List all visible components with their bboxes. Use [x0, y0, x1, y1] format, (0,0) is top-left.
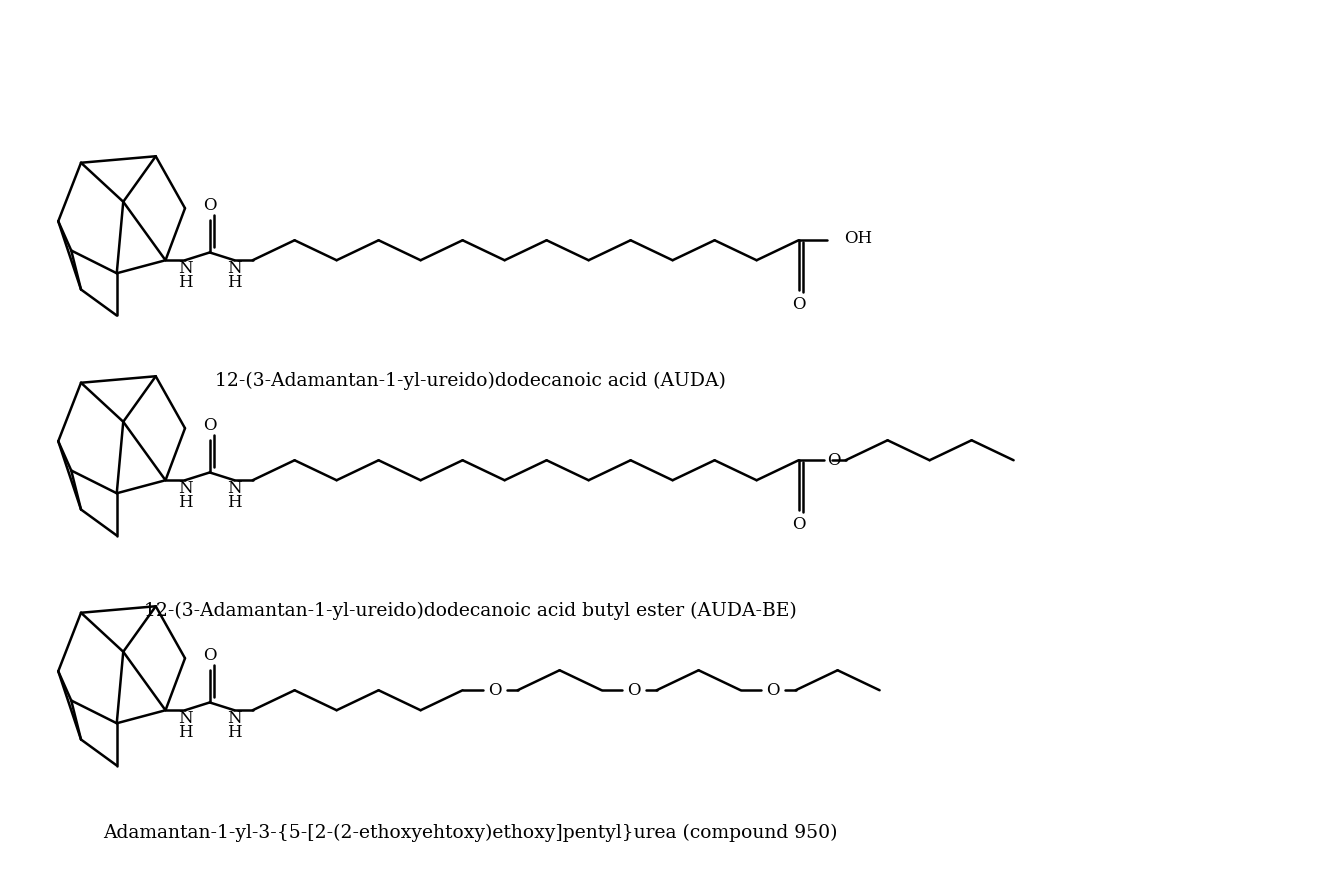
Text: O: O — [203, 198, 217, 214]
Text: H: H — [227, 494, 242, 510]
Text: OH: OH — [845, 230, 872, 246]
Text: O: O — [766, 682, 779, 699]
Text: 12-(3-Adamantan-1-yl-ureido)dodecanoic acid (AUDA): 12-(3-Adamantan-1-yl-ureido)dodecanoic a… — [214, 372, 725, 390]
Text: O: O — [791, 296, 806, 313]
Text: H: H — [227, 273, 242, 291]
Text: O: O — [488, 682, 501, 699]
Text: O: O — [827, 452, 841, 469]
Text: N: N — [227, 710, 242, 726]
Text: 12-(3-Adamantan-1-yl-ureido)dodecanoic acid butyl ester (AUDA-BE): 12-(3-Adamantan-1-yl-ureido)dodecanoic a… — [144, 602, 797, 620]
Text: O: O — [203, 647, 217, 665]
Text: H: H — [227, 724, 242, 740]
Text: N: N — [178, 260, 193, 277]
Text: O: O — [791, 516, 806, 533]
Text: O: O — [203, 417, 217, 435]
Text: O: O — [626, 682, 640, 699]
Text: Adamantan-1-yl-3-{5-[2-(2-ethoxyehtoxy)ethoxy]pentyl}urea (compound 950): Adamantan-1-yl-3-{5-[2-(2-ethoxyehtoxy)e… — [102, 824, 838, 842]
Text: H: H — [178, 724, 193, 740]
Text: H: H — [178, 494, 193, 510]
Text: N: N — [178, 710, 193, 726]
Text: H: H — [178, 273, 193, 291]
Text: N: N — [227, 260, 242, 277]
Text: N: N — [227, 480, 242, 496]
Text: N: N — [178, 480, 193, 496]
